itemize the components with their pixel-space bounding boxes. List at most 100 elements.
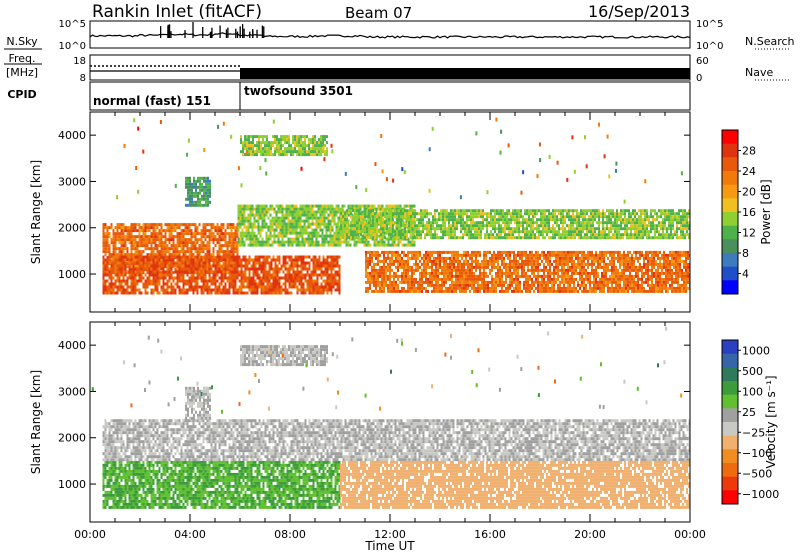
power-cell xyxy=(301,204,304,208)
power-cell xyxy=(414,230,416,234)
power-cell xyxy=(214,276,217,280)
power-cell xyxy=(315,222,318,226)
power-cell xyxy=(182,250,185,254)
power-cell xyxy=(558,230,560,234)
power-cell xyxy=(540,230,542,234)
power-cell xyxy=(478,230,480,234)
power-cell xyxy=(124,291,127,295)
power-cell xyxy=(526,230,528,234)
power-cell xyxy=(387,256,389,260)
power-cell xyxy=(266,291,269,295)
power-cell xyxy=(512,236,514,240)
power-cell xyxy=(284,288,287,292)
power-cell xyxy=(289,222,292,226)
power-cell xyxy=(632,227,634,231)
power-cell xyxy=(322,273,325,277)
power-cell xyxy=(120,264,123,268)
power-cell xyxy=(456,224,458,228)
power-cell xyxy=(476,233,478,237)
power-cell xyxy=(350,221,352,225)
power-cell xyxy=(508,224,510,228)
power-cell xyxy=(470,215,472,219)
power-cell xyxy=(120,229,123,233)
power-cell xyxy=(331,219,334,223)
power-cell xyxy=(282,276,285,280)
power-cell xyxy=(373,253,375,257)
power-cell xyxy=(202,226,205,230)
power-cell xyxy=(504,212,506,216)
power-cell xyxy=(508,236,510,240)
power-cell xyxy=(282,270,285,274)
power-cell xyxy=(170,282,173,286)
power-cell xyxy=(662,224,664,228)
power-cell xyxy=(478,212,480,216)
power-cell xyxy=(331,225,334,229)
power-cell xyxy=(572,212,574,216)
power-cell xyxy=(382,212,384,216)
power-cell xyxy=(600,215,602,219)
power-cell xyxy=(130,268,133,272)
power-cell xyxy=(323,222,326,226)
power-cell xyxy=(490,230,492,234)
power-cell xyxy=(170,238,173,242)
power-cell xyxy=(462,209,464,213)
power-cell xyxy=(387,268,389,272)
power-cell xyxy=(612,227,614,231)
power-cell xyxy=(524,230,526,234)
power-cell xyxy=(196,258,199,262)
power-cell xyxy=(114,241,117,245)
power-cell xyxy=(520,236,522,240)
power-cell xyxy=(186,273,189,277)
power-cell xyxy=(166,265,169,269)
power-cell xyxy=(148,226,151,230)
power-cell xyxy=(282,282,285,286)
power-cell xyxy=(576,215,578,219)
power-cell xyxy=(287,216,290,220)
power-cell xyxy=(245,216,248,220)
power-cell xyxy=(652,236,654,240)
power-cell xyxy=(260,264,263,268)
power-cell xyxy=(335,240,338,244)
power-cell xyxy=(426,215,428,219)
power-cell xyxy=(130,250,133,254)
power-cell xyxy=(452,215,454,219)
power-cell xyxy=(648,233,650,237)
power-cell xyxy=(536,218,538,222)
power-cell xyxy=(330,270,333,274)
power-cell xyxy=(156,261,159,265)
power-cell xyxy=(164,264,167,268)
power-cell xyxy=(289,207,292,211)
power-cell xyxy=(400,233,402,237)
power-cell xyxy=(375,240,378,244)
power-cell xyxy=(152,223,155,227)
power-cell xyxy=(300,282,303,286)
power-cell xyxy=(314,258,317,262)
power-cell xyxy=(106,256,109,260)
power-cell xyxy=(368,221,370,225)
power-cell xyxy=(524,227,526,231)
power-cell xyxy=(582,212,584,216)
power-cell xyxy=(324,285,327,289)
power-cell xyxy=(608,218,610,222)
power-cell xyxy=(351,207,354,211)
power-cell xyxy=(293,210,296,214)
power-cell xyxy=(414,227,416,231)
power-cell xyxy=(313,234,316,238)
power-cell xyxy=(478,209,480,213)
power-cell xyxy=(260,261,263,265)
power-cell xyxy=(241,219,244,223)
power-cell xyxy=(279,225,282,229)
power-cell xyxy=(488,236,490,240)
power-cell xyxy=(322,288,325,292)
power-cell xyxy=(150,250,153,254)
power-cell xyxy=(138,270,141,274)
power-cell xyxy=(454,227,456,231)
power-cell xyxy=(134,235,137,239)
power-cell xyxy=(168,279,171,283)
power-cell xyxy=(228,258,231,262)
power-cell xyxy=(618,230,620,234)
power-cell xyxy=(377,240,380,244)
power-cell xyxy=(264,276,267,280)
power-cell xyxy=(236,232,239,236)
power-cell xyxy=(132,241,135,245)
